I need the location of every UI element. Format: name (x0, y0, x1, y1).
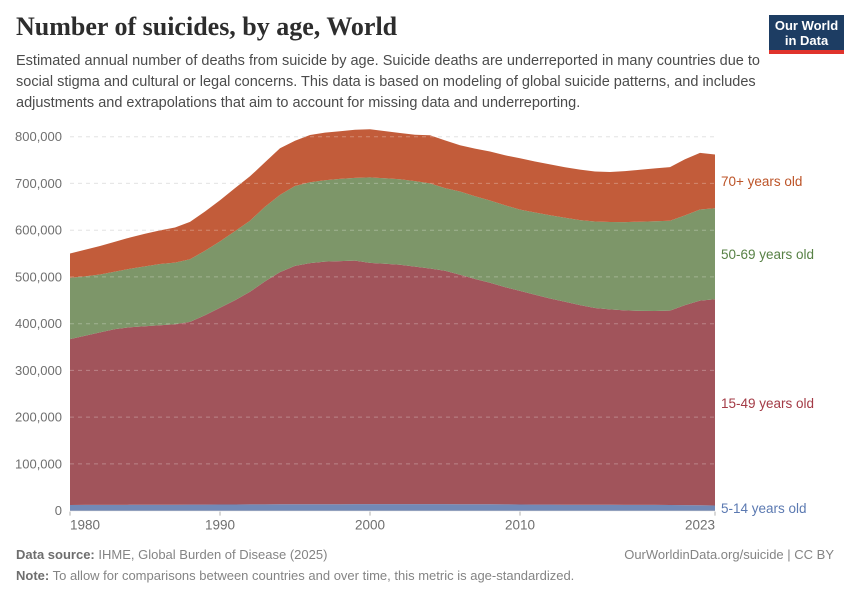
y-axis-label: 800,000 (15, 129, 62, 144)
area-15-49-years-old (70, 260, 715, 506)
area-50-69-years-old (70, 177, 715, 340)
x-axis-label: 1980 (70, 518, 100, 533)
y-axis-label: 700,000 (15, 176, 62, 191)
legend-label-5-14: 5-14 years old (721, 501, 807, 516)
y-axis-label: 200,000 (15, 410, 62, 425)
y-axis-label: 300,000 (15, 363, 62, 378)
legend-label-15-49: 15-49 years old (721, 396, 815, 411)
datasource-label: Data source: (16, 547, 95, 562)
citation-text: OurWorldinData.org/suicide | CC BY (624, 547, 834, 562)
footer-note: Note: To allow for comparisons between c… (16, 568, 834, 583)
note-text: To allow for comparisons between countri… (49, 568, 575, 583)
x-axis-label: 2000 (355, 518, 385, 533)
y-axis-label: 100,000 (15, 456, 62, 471)
x-axis-label: 2023 (685, 518, 715, 533)
y-axis-label: 500,000 (15, 269, 62, 284)
page-title: Number of suicides, by age, World (16, 12, 398, 41)
area-70-years-old (70, 129, 715, 278)
y-axis-label: 400,000 (15, 316, 62, 331)
legend-label-70plus: 70+ years old (721, 174, 803, 189)
logo-red-bar (769, 50, 844, 54)
stacked-area-chart: 0 100,000 200,000 300,000 400,000 500,000 600,… (15, 129, 716, 533)
logo-line-2: in Data (784, 33, 829, 48)
note-label: Note: (16, 568, 50, 583)
logo-line-1: Our World (774, 18, 839, 33)
owid-logo: Our World in Data (769, 15, 844, 50)
page-subtitle: Estimated annual number of deaths from s… (16, 53, 760, 111)
y-axis-label: 600,000 (15, 223, 62, 238)
area-5-14-years-old (70, 504, 715, 511)
x-axis-label: 2010 (505, 518, 535, 533)
y-axis-label: 0 (55, 503, 62, 518)
footer-datasource: Data source: IHME, Global Burden of Dise… (16, 547, 834, 562)
legend-label-50-69: 50-69 years old (721, 247, 815, 262)
x-axis-label: 1990 (205, 518, 235, 533)
datasource-text: IHME, Global Burden of Disease (2025) (94, 547, 328, 562)
